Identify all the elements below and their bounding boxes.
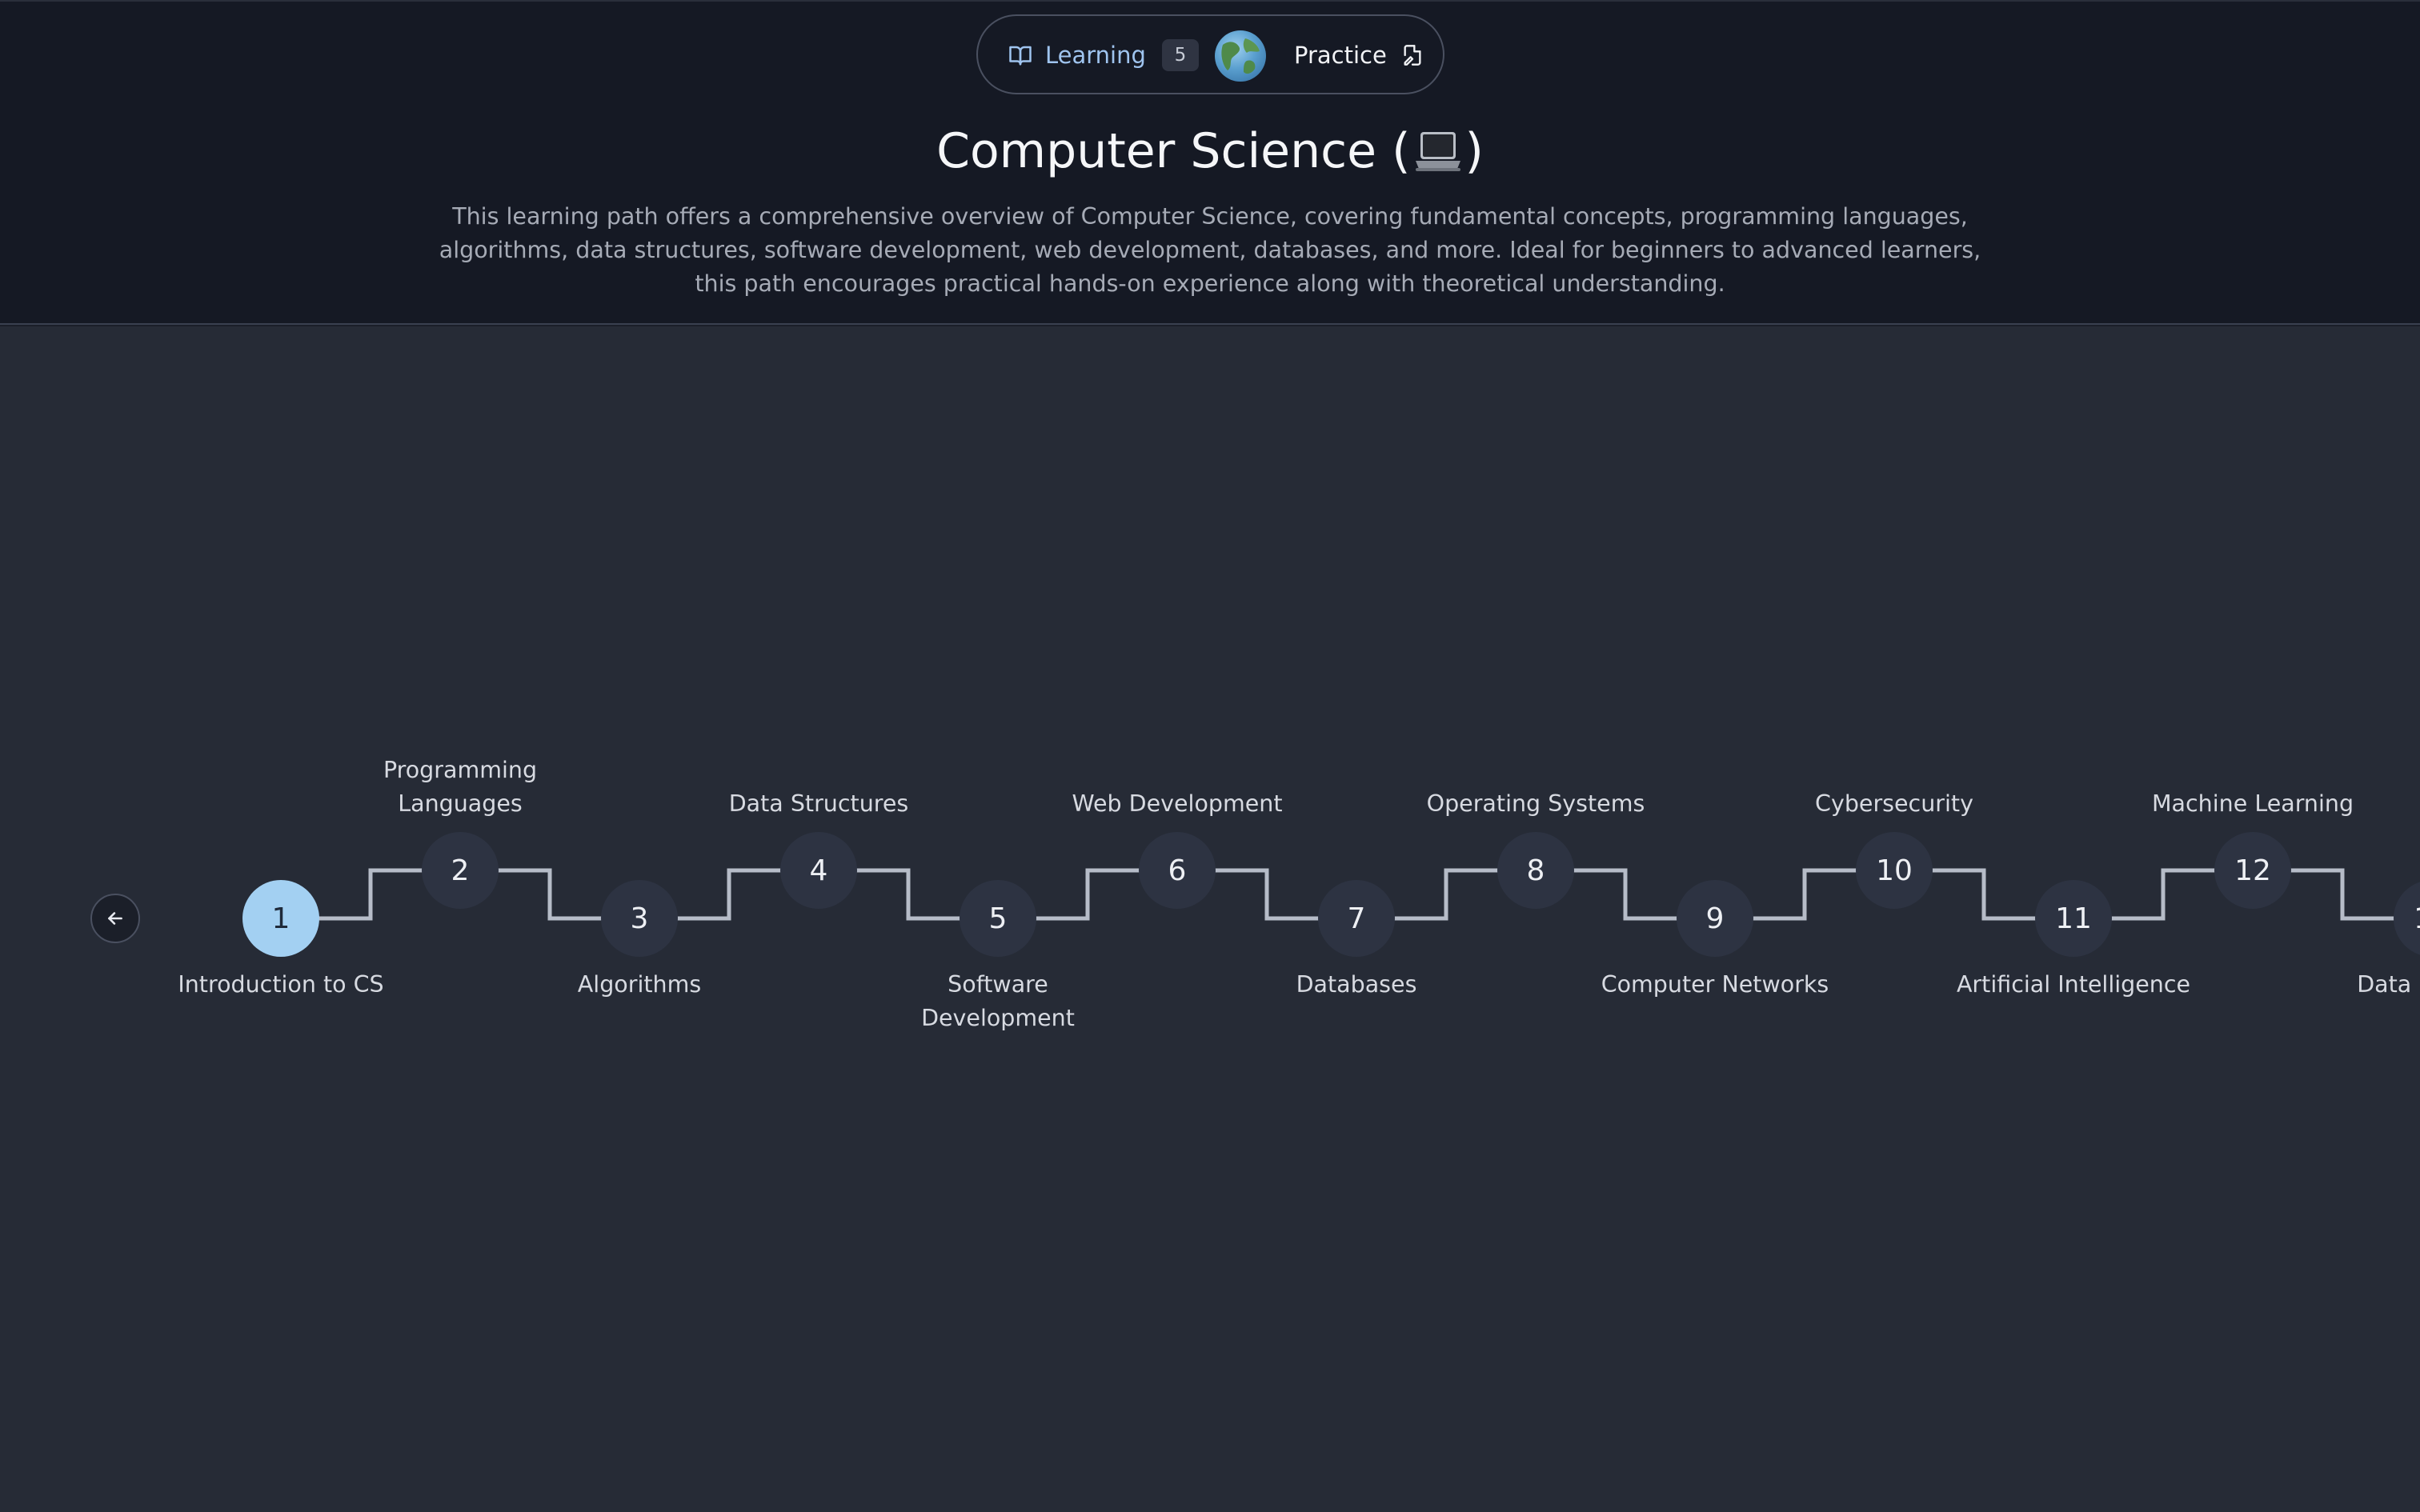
practice-mode-label: Practice [1294, 42, 1387, 69]
globe-icon [1221, 38, 1260, 74]
step-label-1: Introduction to CS [178, 971, 384, 998]
step-label-13: Data Science [2357, 971, 2420, 998]
file-edit-icon [1404, 45, 1421, 66]
step-label-2: Programming Languages [383, 757, 538, 817]
laptop-icon [1415, 132, 1460, 171]
step-label-12: Machine Learning [2151, 790, 2354, 817]
step-node-9[interactable]: 9 [1677, 880, 1753, 957]
step-label-9: Computer Networks [1601, 971, 1829, 998]
step-label-7: Databases [1296, 971, 1417, 998]
step-node-1[interactable]: 1 [242, 880, 319, 957]
step-label-5: Software Development [921, 971, 1075, 1031]
step-label-8: Operating Systems [1426, 790, 1645, 817]
header: Learning 5 Practice Computer Science ( [0, 0, 2420, 325]
step-node-12[interactable]: 12 [2214, 832, 2291, 909]
page-title-close: ) [1464, 123, 1484, 179]
globe-avatar[interactable] [1215, 30, 1266, 82]
book-open-icon [1009, 46, 1032, 66]
learning-mode-label: Learning [1045, 42, 1146, 69]
step-node-8[interactable]: 8 [1497, 832, 1574, 909]
step-label-6: Web Development [1072, 790, 1283, 817]
step-label-10: Cybersecurity [1815, 790, 1973, 817]
page-title: Computer Science ( ) [0, 123, 2420, 179]
learning-count-badge: 5 [1161, 39, 1199, 71]
page-description: This learning path offers a comprehensiv… [439, 203, 1981, 297]
step-node-3[interactable]: 3 [601, 880, 678, 957]
step-node-10[interactable]: 10 [1856, 832, 1933, 909]
step-label-3: Algorithms [577, 971, 702, 998]
step-label-11: Artificial Intelligence [1956, 971, 2191, 998]
step-node-11[interactable]: 11 [2035, 880, 2112, 957]
arrow-left-icon [108, 912, 122, 925]
step-node-6[interactable]: 6 [1139, 832, 1216, 909]
step-node-5[interactable]: 5 [960, 880, 1036, 957]
step-node-2[interactable]: 2 [422, 832, 499, 909]
page-title-text: Computer Science ( [936, 123, 1411, 179]
step-label-4: Data Structures [728, 790, 909, 817]
practice-mode-button[interactable]: Practice [1294, 37, 1424, 74]
learning-mode-button[interactable]: Learning 5 [1008, 37, 1199, 74]
step-node-7[interactable]: 7 [1318, 880, 1395, 957]
back-button[interactable] [90, 894, 140, 943]
step-node-4[interactable]: 4 [780, 832, 857, 909]
mode-switch: Learning 5 Practice [976, 14, 1444, 94]
